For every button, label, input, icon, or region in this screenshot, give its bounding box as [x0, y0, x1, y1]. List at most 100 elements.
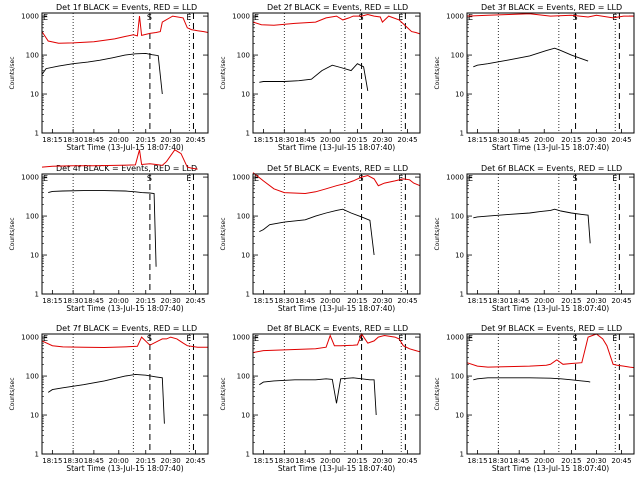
x-tick-label: 20:45	[185, 297, 205, 305]
y-tick-label: 1000	[232, 13, 250, 21]
end-marker-label: E	[612, 174, 617, 183]
start-marker-label: S	[359, 174, 364, 183]
panel-7: Det 7f BLACK = Events, RED = LLD 1 10 100 10…	[9, 324, 209, 473]
x-tick-label: 18:15	[467, 297, 487, 305]
lld-series-line	[252, 172, 421, 195]
x-tick-label: 20:30	[161, 297, 181, 305]
x-tick-label: 18:45	[84, 136, 104, 144]
y-tick-label: 10	[455, 252, 464, 260]
x-axis-label: Start Time (13-Jul-15 18:07:40)	[66, 464, 183, 473]
y-tick-label: 100	[237, 213, 250, 221]
y-tick-label: 1000	[21, 334, 39, 342]
x-tick-label: 20:00	[320, 297, 340, 305]
y-axis-label: Counts/sec	[220, 56, 227, 89]
y-tick-label: 10	[241, 252, 250, 260]
x-tick-label: 20:15	[347, 457, 367, 465]
x-tick-label: 18:45	[509, 457, 529, 465]
x-tick-label: 20:00	[534, 457, 554, 465]
x-axis-label: Start Time (13-Jul-15 18:07:40)	[278, 143, 395, 152]
y-axis-label: Counts/sec	[9, 217, 16, 250]
x-tick-label: 20:45	[611, 136, 631, 144]
y-tick-label: 1	[35, 130, 39, 138]
x-tick-label: 18:30	[274, 457, 294, 465]
corner-marker-label: E	[43, 334, 48, 343]
x-tick-label: 18:30	[488, 136, 508, 144]
plot-frame	[252, 12, 421, 134]
start-marker-label: S	[359, 13, 364, 22]
x-tick-label: 20:15	[347, 136, 367, 144]
panel-title: Det 6f BLACK = Events, RED = LLD	[481, 164, 622, 173]
x-tick-label: 18:30	[488, 457, 508, 465]
y-tick-label: 100	[451, 373, 464, 381]
x-tick-label: 20:45	[185, 136, 205, 144]
panel-title: Det 5f BLACK = Events, RED = LLD	[267, 164, 408, 173]
lld-series-line	[466, 333, 635, 369]
x-tick-label: 20:15	[136, 457, 156, 465]
x-tick-label: 18:15	[42, 136, 62, 144]
x-tick-label: 20:30	[161, 136, 181, 144]
y-axis-label: Counts/sec	[434, 217, 441, 250]
y-tick-label: 100	[451, 213, 464, 221]
y-tick-label: 1000	[446, 334, 464, 342]
y-tick-label: 1	[246, 130, 250, 138]
x-tick-label: 20:15	[561, 457, 581, 465]
y-tick-label: 100	[26, 213, 39, 221]
plot-frame	[41, 333, 209, 455]
x-tick-label: 18:30	[274, 297, 294, 305]
x-axis-label: Start Time (13-Jul-15 18:07:40)	[278, 464, 395, 473]
x-tick-label: 18:15	[253, 297, 273, 305]
events-series-line	[41, 52, 163, 95]
x-tick-label: 20:00	[534, 136, 554, 144]
start-marker-label: S	[573, 334, 578, 343]
lld-series-line	[252, 332, 421, 354]
x-tick-label: 18:30	[63, 297, 83, 305]
x-tick-label: 20:45	[185, 457, 205, 465]
y-tick-label: 10	[241, 91, 250, 99]
events-series-line	[259, 63, 369, 91]
x-tick-label: 20:15	[561, 136, 581, 144]
x-tick-label: 20:30	[586, 297, 606, 305]
x-tick-label: 18:45	[509, 136, 529, 144]
x-tick-label: 18:15	[467, 457, 487, 465]
plot-frame	[41, 12, 209, 134]
lld-series-line	[466, 13, 634, 19]
x-tick-label: 20:45	[397, 297, 417, 305]
y-tick-label: 10	[30, 91, 39, 99]
start-marker-label: S	[147, 334, 152, 343]
panel-1: Det 1f BLACK = Events, RED = LLD 1 10 100 10…	[9, 3, 209, 152]
panel-title: Det 3f BLACK = Events, RED = LLD	[481, 3, 622, 12]
start-marker-label: S	[359, 334, 364, 343]
y-tick-label: 100	[237, 373, 250, 381]
x-tick-label: 20:00	[320, 457, 340, 465]
x-tick-label: 18:30	[63, 457, 83, 465]
x-axis-label: Start Time (13-Jul-15 18:07:40)	[66, 143, 183, 152]
x-axis-label: Start Time (13-Jul-15 18:07:40)	[278, 304, 395, 313]
plot-frame	[466, 12, 635, 134]
x-tick-label: 20:30	[586, 457, 606, 465]
x-tick-label: 18:30	[63, 136, 83, 144]
x-axis-label: Start Time (13-Jul-15 18:07:40)	[492, 304, 609, 313]
events-series-line	[47, 373, 165, 424]
y-tick-label: 10	[30, 412, 39, 420]
panel-6: Det 6f BLACK = Events, RED = LLD 1 10 100 10…	[434, 164, 635, 313]
y-tick-label: 1	[35, 291, 39, 299]
panel-2: Det 2f BLACK = Events, RED = LLD 1 10 100 10…	[220, 3, 421, 152]
corner-marker-label: E	[468, 334, 473, 343]
x-tick-label: 20:00	[109, 136, 129, 144]
x-tick-label: 20:00	[109, 457, 129, 465]
panel-title: Det 9f BLACK = Events, RED = LLD	[481, 324, 622, 333]
plot-frame	[252, 173, 421, 295]
corner-marker-label: E	[43, 174, 48, 183]
end-marker-label: E	[186, 334, 191, 343]
panel-3: Det 3f BLACK = Events, RED = LLD 1 10 100 10…	[434, 3, 635, 152]
y-tick-label: 100	[26, 373, 39, 381]
y-tick-label: 10	[455, 91, 464, 99]
y-tick-label: 10	[30, 252, 39, 260]
x-tick-label: 20:30	[372, 457, 392, 465]
panel-title: Det 7f BLACK = Events, RED = LLD	[56, 324, 197, 333]
x-axis-label: Start Time (13-Jul-15 18:07:40)	[492, 464, 609, 473]
start-marker-label: S	[573, 13, 578, 22]
y-tick-label: 1000	[232, 334, 250, 342]
corner-marker-label: E	[43, 13, 48, 22]
y-tick-label: 1000	[232, 174, 250, 182]
